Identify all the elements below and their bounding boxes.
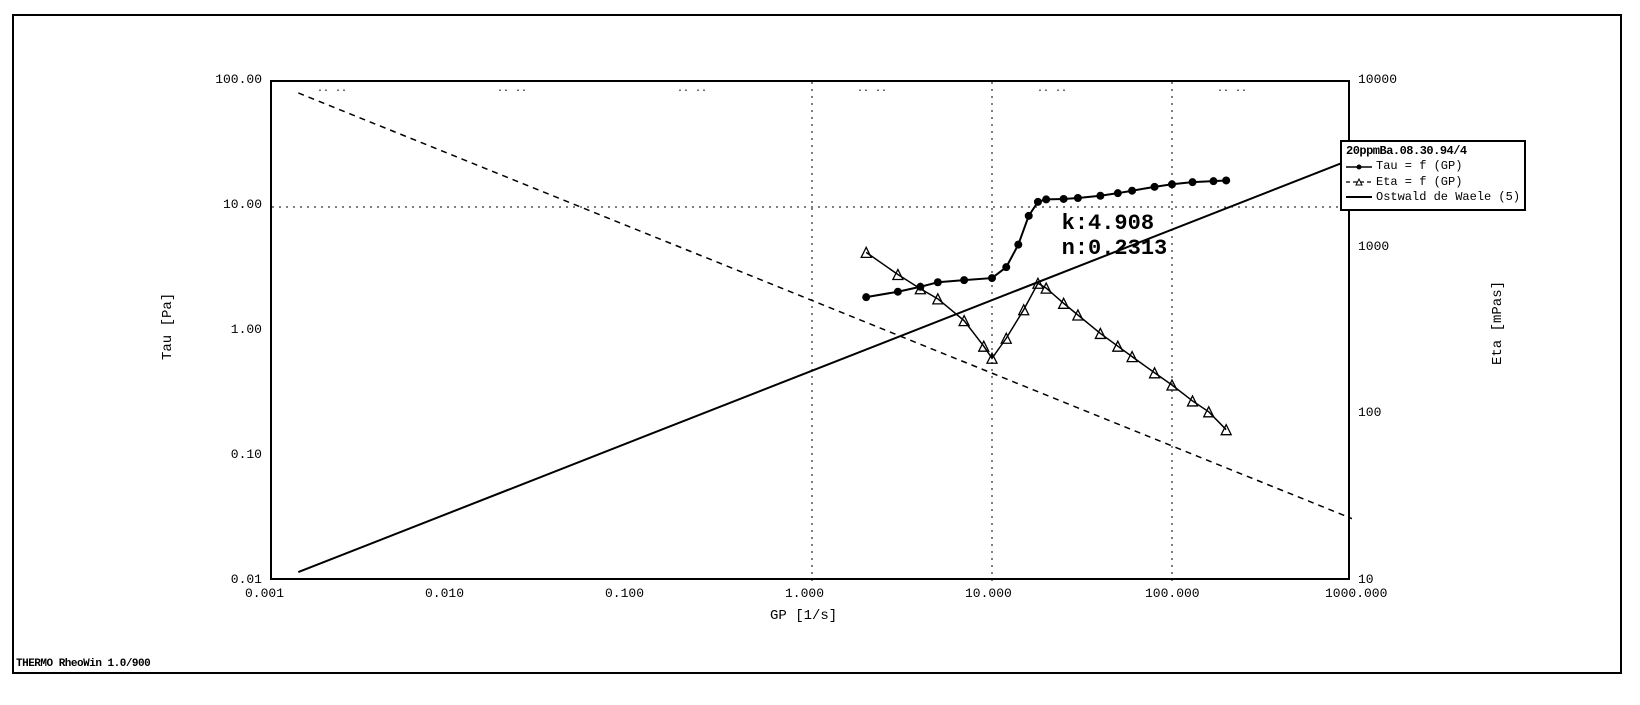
plot-svg: [272, 82, 1352, 582]
legend-item-label: Tau = f (GP): [1376, 159, 1462, 173]
y-right-tick-label: 10000: [1358, 72, 1397, 87]
legend-title: 20ppmBa.08.30.94/4: [1346, 144, 1520, 158]
footer-text: THERMO RheoWin 1.0/900: [16, 658, 150, 670]
subtick-marker: .. ..: [857, 84, 887, 95]
y-axis-left-label: Tau [Pa]: [160, 293, 176, 360]
y-left-tick-label: 10.00: [223, 197, 262, 212]
y-axis-right-label: Eta [mPas]: [1490, 281, 1506, 365]
legend-item: Ostwald de Waele (5): [1346, 190, 1520, 204]
x-tick-label: 0.001: [245, 586, 284, 601]
x-tick-label: 100.000: [1145, 586, 1200, 601]
legend-swatch-icon: [1346, 177, 1372, 187]
y-left-tick-label: 0.01: [231, 572, 262, 587]
subtick-marker: .. ..: [317, 84, 347, 95]
legend-swatch-icon: [1346, 162, 1372, 172]
y-left-tick-label: 0.10: [231, 447, 262, 462]
y-right-tick-label: 10: [1358, 572, 1374, 587]
y-left-tick-label: 1.00: [231, 322, 262, 337]
x-tick-label: 10.000: [965, 586, 1012, 601]
subtick-marker: .. ..: [497, 84, 527, 95]
y-left-tick-label: 100.00: [215, 72, 262, 87]
x-tick-label: 1.000: [785, 586, 824, 601]
x-axis-label: GP [1/s]: [770, 608, 837, 624]
x-tick-label: 0.010: [425, 586, 464, 601]
subtick-marker: .. ..: [677, 84, 707, 95]
x-tick-label: 1000.000: [1325, 586, 1387, 601]
legend-item: Tau = f (GP): [1346, 159, 1520, 173]
subtick-marker: .. ..: [1217, 84, 1247, 95]
subtick-marker: .. ..: [1037, 84, 1067, 95]
annotation-fit-params: k:4.908 n:0.2313: [1062, 211, 1168, 261]
legend-item-label: Eta = f (GP): [1376, 175, 1462, 189]
legend-item: Eta = f (GP): [1346, 175, 1520, 189]
x-tick-label: 0.100: [605, 586, 644, 601]
y-right-tick-label: 1000: [1358, 239, 1389, 254]
legend-item-label: Ostwald de Waele (5): [1376, 190, 1520, 204]
y-right-tick-label: 100: [1358, 405, 1381, 420]
legend: 20ppmBa.08.30.94/4 Tau = f (GP) Eta = f (…: [1340, 140, 1526, 211]
legend-swatch-icon: [1346, 192, 1372, 202]
plot-area: [270, 80, 1350, 580]
